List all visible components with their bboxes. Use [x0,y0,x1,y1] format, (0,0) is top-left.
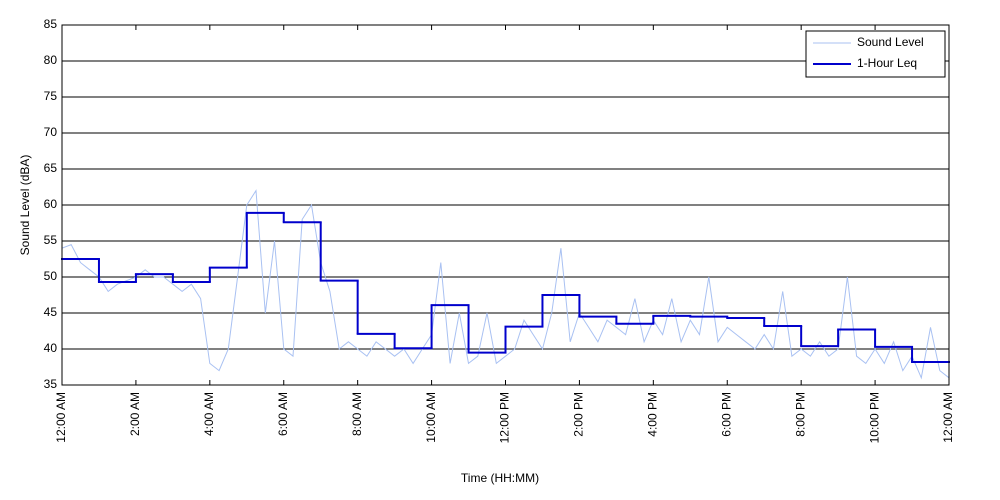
y-tick-label: 45 [44,305,58,319]
y-tick-label: 85 [44,17,58,31]
y-tick-label: 60 [44,197,58,211]
x-tick-label: 8:00 PM [793,392,807,437]
x-tick-label: 12:00 AM [941,392,955,443]
legend-label: 1-Hour Leq [857,56,917,70]
legend-label: Sound Level [857,35,924,49]
y-tick-label: 75 [44,89,58,103]
legend-box [805,30,946,78]
y-tick-label: 35 [44,377,58,391]
y-axis-label: Sound Level (dBA) [18,155,32,256]
plot-border [61,24,950,386]
y-tick-label: 50 [44,269,58,283]
x-tick-label: 12:00 AM [54,392,68,443]
y-tick-label: 55 [44,233,58,247]
x-axis-label: Time (HH:MM) [461,471,539,485]
x-tick-label: 12:00 PM [498,392,512,443]
y-tick-label: 80 [44,53,58,67]
x-tick-label: 8:00 AM [350,392,364,436]
x-tick-label: 2:00 AM [128,392,142,436]
sound-level-line [62,189,949,380]
x-tick-label: 4:00 AM [202,392,216,436]
x-tick-label: 6:00 AM [276,392,290,436]
x-tick-label: 10:00 PM [867,392,881,443]
x-tick-label: 4:00 PM [646,392,660,437]
x-tick-label: 6:00 PM [719,392,733,437]
x-tick-label: 2:00 PM [572,392,586,437]
y-tick-label: 70 [44,125,58,139]
y-tick-label: 65 [44,161,58,175]
y-tick-label: 40 [44,341,58,355]
x-tick-label: 10:00 AM [424,392,438,443]
